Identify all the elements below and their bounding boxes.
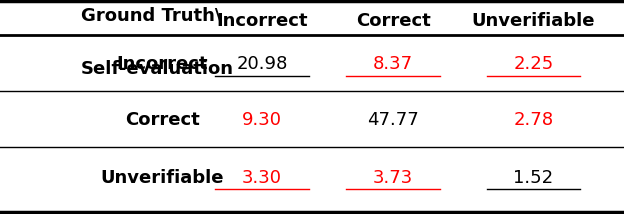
Text: Correct: Correct bbox=[356, 12, 431, 30]
Text: 3.30: 3.30 bbox=[242, 169, 282, 187]
Text: 9.30: 9.30 bbox=[242, 111, 282, 129]
Text: 8.37: 8.37 bbox=[373, 55, 413, 73]
Text: 2.78: 2.78 bbox=[514, 111, 553, 129]
Text: Ground Truth\: Ground Truth\ bbox=[81, 6, 222, 24]
Text: Unverifiable: Unverifiable bbox=[472, 12, 595, 30]
Text: 47.77: 47.77 bbox=[368, 111, 419, 129]
Text: 20.98: 20.98 bbox=[236, 55, 288, 73]
Text: Self-evaluation: Self-evaluation bbox=[81, 60, 234, 78]
Text: Incorrect: Incorrect bbox=[117, 55, 208, 73]
Text: 3.73: 3.73 bbox=[373, 169, 413, 187]
Text: Unverifiable: Unverifiable bbox=[100, 169, 224, 187]
Text: 1.52: 1.52 bbox=[514, 169, 553, 187]
Text: Correct: Correct bbox=[125, 111, 200, 129]
Text: 2.25: 2.25 bbox=[514, 55, 553, 73]
Text: Incorrect: Incorrect bbox=[217, 12, 308, 30]
